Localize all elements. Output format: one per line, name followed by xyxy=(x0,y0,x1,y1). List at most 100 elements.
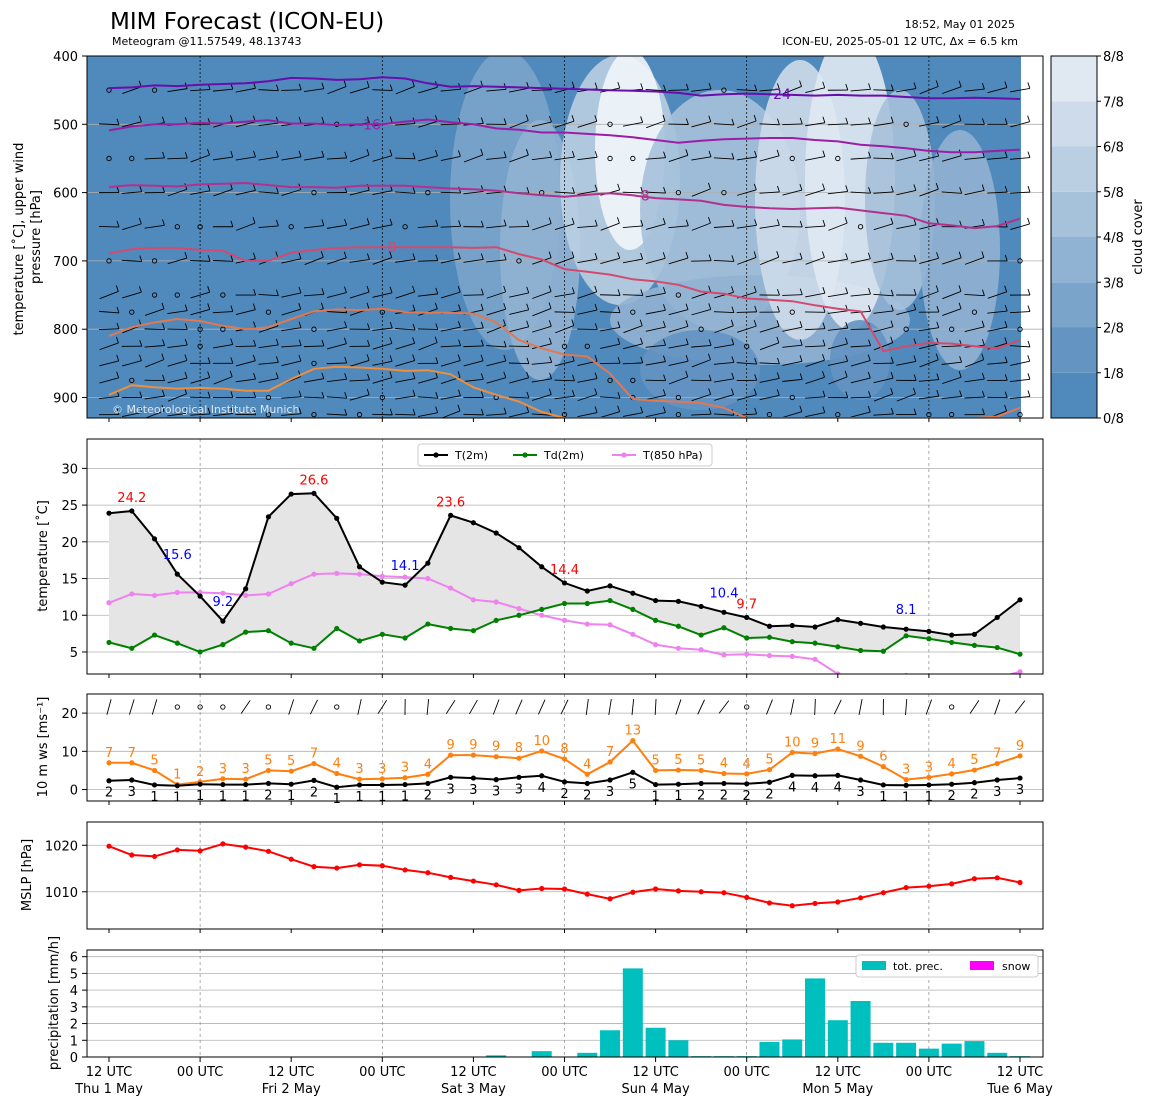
calm-wind-mark xyxy=(630,377,636,384)
wind-barb xyxy=(145,410,165,418)
calm-wind-mark xyxy=(698,326,704,332)
gust-label: 9 xyxy=(1016,739,1024,754)
wind-barb xyxy=(873,293,894,297)
gust-point xyxy=(653,767,659,774)
wind-barb xyxy=(554,191,575,194)
wind-barb xyxy=(1010,360,1030,366)
wind-barb-flag xyxy=(412,187,416,194)
wind-barb-flag xyxy=(526,391,530,399)
wind-barb-flag xyxy=(366,285,370,293)
wind-barb xyxy=(99,291,119,300)
gust-label: 4 xyxy=(720,756,728,771)
wind-barb-flag xyxy=(275,84,279,91)
wind-barb-flag xyxy=(662,252,666,259)
wind-barb xyxy=(440,191,461,194)
wind-barb-flag xyxy=(343,80,347,87)
gust-label: 8 xyxy=(515,741,523,756)
surface-wind-barb xyxy=(310,699,318,715)
t850-point xyxy=(972,676,977,681)
gust-label: 5 xyxy=(674,753,682,768)
wind-barb xyxy=(964,396,985,399)
td2m-point xyxy=(812,640,818,646)
mean-wind-label: 2 xyxy=(720,788,728,803)
wind-barb-flag xyxy=(480,373,484,380)
wind-barb-flag xyxy=(936,305,940,313)
wind-barb-flag xyxy=(389,218,393,225)
wind-barb xyxy=(463,294,484,296)
wind-barb xyxy=(167,257,188,265)
td2m-point xyxy=(220,642,226,648)
calm-wind-mark xyxy=(197,326,203,332)
mslp-point xyxy=(857,895,864,901)
calm-wind-mark xyxy=(971,309,978,315)
wind-barb-flag xyxy=(776,372,780,379)
surface-wind-barb xyxy=(790,699,795,715)
x-tick-label-7: 00 UTC xyxy=(723,1065,769,1080)
wind-barb-flag xyxy=(935,285,939,292)
wind-barb xyxy=(509,154,529,163)
wind-barb xyxy=(805,189,825,196)
gust-label: 9 xyxy=(856,739,864,754)
wind-barb-flag xyxy=(981,339,985,346)
colorbar-segment-4 xyxy=(1051,191,1097,237)
wind-barb-flag xyxy=(548,251,552,258)
wind-barb-flag xyxy=(731,306,735,313)
wind-barb xyxy=(486,88,507,92)
wind-barb xyxy=(919,121,939,127)
wind-barb xyxy=(235,189,256,196)
calm-wind-mark xyxy=(129,377,135,384)
wind-barb xyxy=(372,413,393,416)
wind-barb xyxy=(691,260,712,262)
wind-barb xyxy=(144,395,165,400)
td2m-point xyxy=(744,635,750,641)
legend-marker-0 xyxy=(433,452,439,458)
wind-barb-flag xyxy=(777,118,780,125)
temperature-annotation-4: 14.1 xyxy=(391,559,420,574)
wind-barb xyxy=(326,378,347,383)
t850-point xyxy=(402,574,408,580)
mean-wind-label: 1 xyxy=(674,789,682,804)
wind-barb xyxy=(531,121,552,128)
calm-surface-wind xyxy=(334,704,340,710)
wind-barb-flag xyxy=(253,372,256,380)
calm-wind-mark xyxy=(949,411,955,418)
temperature-panel: 5 10 15 20 25 30 temperature [˚C] T(2m) Td(2m)… xyxy=(35,438,1044,681)
temperature-annotation-7: 10.4 xyxy=(709,586,738,601)
gust-point xyxy=(288,768,294,774)
wind-barb-flag xyxy=(184,151,188,159)
wind-barb xyxy=(167,344,188,348)
wind-barb xyxy=(600,327,620,332)
wind-barb-flag xyxy=(981,251,985,258)
wind-barb xyxy=(646,120,666,129)
wind-barb-flag xyxy=(116,220,120,228)
wind-barb xyxy=(372,292,393,298)
mslp-point xyxy=(379,863,385,869)
surface-wind-barb xyxy=(675,699,682,715)
wind-barb-flag xyxy=(571,217,575,225)
wind-barb xyxy=(942,308,962,316)
wind-barb-flag xyxy=(913,254,917,262)
wind-barb-flag xyxy=(868,305,871,312)
wind-barb xyxy=(645,257,666,264)
gust-point xyxy=(994,760,1000,767)
t2m-point xyxy=(539,564,545,570)
wind-barb xyxy=(167,393,187,402)
wind-barb xyxy=(600,411,620,418)
t850-point xyxy=(379,573,385,579)
wind-barb xyxy=(440,225,461,228)
mean-wind-point xyxy=(493,777,499,783)
wind-barb-flag xyxy=(252,252,256,259)
wind-barb-flag xyxy=(685,251,689,259)
wind-barb xyxy=(122,291,142,299)
mslp-point xyxy=(493,882,499,888)
t2m-point xyxy=(356,564,363,570)
mean-wind-point xyxy=(129,777,135,783)
calm-wind-mark xyxy=(607,377,613,384)
wind-barb xyxy=(850,411,871,418)
wind-barb xyxy=(326,157,347,160)
wind-barb-flag xyxy=(184,354,188,361)
wind-barb-flag xyxy=(344,321,348,328)
wind-barb-flag xyxy=(548,320,552,327)
wind-barb-flag xyxy=(708,303,712,310)
